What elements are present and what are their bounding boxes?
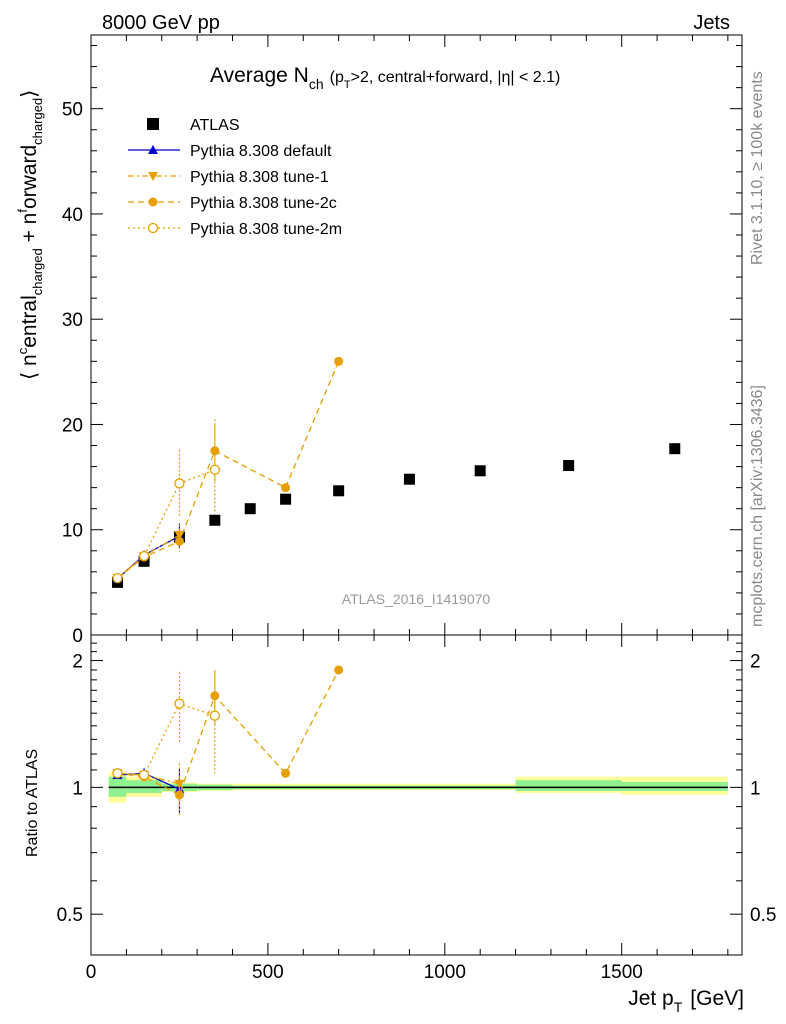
main-panel: 0 10 20 30 40 50 ATLAS_2016_I1419070 Average … (15, 34, 743, 647)
main-tune2c-point (334, 356, 344, 366)
ratio-band-inner (126, 780, 162, 793)
legend-label-data: ATLAS (190, 117, 240, 134)
y-axis-label: ⟨ ncentralcharged + nforwardcharged⟩ (15, 90, 45, 380)
x-tick-label: 0 (86, 962, 97, 983)
main-tune2c-line (117, 361, 340, 579)
atlas-data-point (403, 473, 415, 485)
energy-label: 8000 GeV pp (102, 12, 220, 34)
ratio-tune2m-point (138, 769, 150, 781)
ratio-tune2c-point (334, 665, 344, 675)
main-tune2m-point (138, 550, 150, 562)
ratio-y-tick-label: 2 (72, 652, 83, 673)
y-tick-label: 30 (62, 310, 83, 331)
y-tick-label: 0 (72, 626, 83, 647)
ratio-y-tick-label: 2 (750, 652, 761, 673)
ratio-tune2m-point (209, 710, 220, 721)
ratio-tune2c-point (174, 790, 184, 800)
main-tune2m-point (112, 573, 123, 584)
x-axis-label: Jet pT [GeV] (628, 987, 744, 1015)
legend-marker-tune2m (147, 222, 159, 234)
ratio-tune2m-point (174, 698, 185, 709)
x-tick-label: 1000 (424, 962, 466, 983)
main-tune2c-point (281, 483, 291, 493)
legend-marker-tune2c (148, 197, 158, 207)
ratio-band-inner (515, 780, 622, 792)
rivet-label: Rivet 3.1.10, ≥ 100k events (749, 71, 766, 265)
atlas-data-point (563, 460, 575, 472)
source-label: mcplots.cern.ch [arXiv:1306.3436] (749, 385, 766, 627)
legend-marker-default (148, 145, 158, 154)
ratio-frame (90, 634, 743, 956)
ratio-tune2m-point (112, 768, 123, 779)
category-label: Jets (693, 12, 730, 34)
main-tune2m-point (209, 464, 220, 475)
ratio-band-inner (621, 781, 728, 792)
atlas-data-point (474, 465, 486, 477)
ratio-y-tick-label: 0.5 (750, 905, 776, 926)
y-tick-label: 20 (62, 415, 83, 436)
ratio-y-tick-label: 1 (750, 778, 761, 799)
atlas-data-point (669, 443, 681, 455)
y-tick-label: 50 (62, 100, 83, 121)
atlas-data-point (209, 514, 221, 526)
ratio-y-tick-label: 0.5 (57, 905, 83, 926)
ratio-y-axis-label: Ratio to ATLAS (24, 749, 41, 857)
legend: ATLAS Pythia 8.308 default Pythia 8.308 tu… (128, 117, 342, 238)
ratio-panel: 0.5 0.5 1 1 2 2 0 500 1000 1500 Ratio to ATLAS (24, 634, 776, 983)
analysis-label: ATLAS_2016_I1419070 (342, 591, 491, 607)
x-tick-label: 500 (252, 962, 284, 983)
main-tune2m-line (117, 469, 216, 579)
y-tick-label: 40 (62, 205, 83, 226)
plot-title: Average Nch (pT>2, central+forward, |η| <… (210, 64, 560, 92)
ratio-tune1-point (174, 779, 185, 789)
legend-label-default: Pythia 8.308 default (190, 143, 332, 160)
atlas-data-point (333, 485, 345, 497)
legend-label-tune1: Pythia 8.308 tune-1 (190, 169, 329, 186)
main-frame (90, 34, 743, 636)
y-tick-label: 10 (62, 521, 83, 542)
atlas-data-point (244, 503, 256, 515)
main-tune2c-point (174, 536, 184, 546)
legend-marker-atlas (147, 118, 159, 130)
ratio-tune2c-point (210, 691, 220, 701)
atlas-data-point (280, 493, 292, 505)
legend-label-tune2m: Pythia 8.308 tune-2m (190, 221, 342, 238)
x-tick-label: 1500 (601, 962, 643, 983)
legend-marker-tune1 (148, 172, 158, 181)
ratio-tune2c-point (281, 768, 291, 778)
main-tune2m-point (174, 478, 185, 489)
ratio-y-tick-label: 1 (72, 778, 83, 799)
main-tune1-line (117, 534, 180, 579)
ratio-tune2m-line (117, 702, 216, 776)
legend-label-tune2c: Pythia 8.308 tune-2c (190, 195, 337, 212)
